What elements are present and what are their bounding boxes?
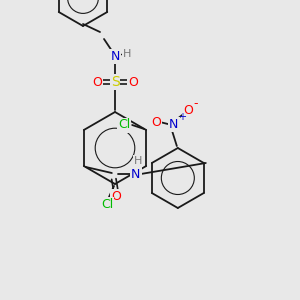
Text: -: - [194,98,198,110]
Text: Cl: Cl [101,197,113,211]
Text: O: O [128,76,138,88]
Text: H: H [123,49,131,59]
Text: O: O [111,190,121,202]
Text: H: H [134,156,142,166]
Text: N: N [131,167,140,181]
Text: N: N [110,50,120,62]
Text: N: N [169,118,178,130]
Text: Cl: Cl [118,118,130,131]
Text: +: + [178,112,186,122]
Text: S: S [111,75,119,89]
Text: O: O [151,116,161,128]
Text: O: O [92,76,102,88]
Text: O: O [183,103,193,116]
